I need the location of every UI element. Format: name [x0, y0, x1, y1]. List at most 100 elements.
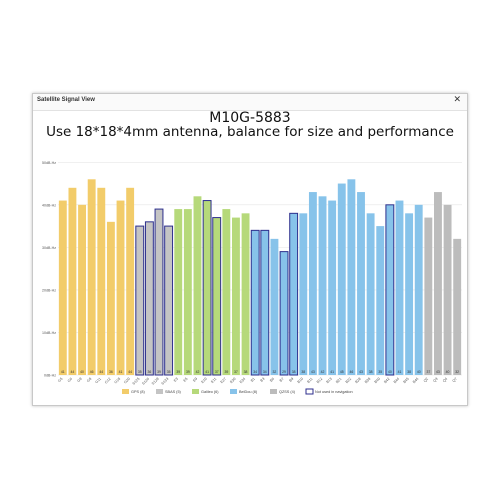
bar-S126 [144, 221, 154, 376]
x-tick-label: G6 [67, 377, 73, 383]
bar-value-label: 34 [263, 370, 267, 374]
legend-swatch [270, 389, 277, 394]
x-tick-label: G5 [57, 377, 63, 383]
x-tick-label: G12 [104, 377, 112, 385]
bar-E5 [183, 209, 192, 375]
bar-value-label: 43 [436, 370, 440, 374]
x-tick-label: B40 [374, 377, 381, 384]
x-tick-label: B13 [325, 377, 332, 384]
bar-value-label: 38 [292, 370, 296, 374]
bar-value-label: 41 [205, 370, 209, 374]
legend-swatch [305, 388, 314, 395]
bar-value-label: 41 [398, 370, 402, 374]
bar-B46 [414, 204, 423, 375]
bar-value-label: 39 [224, 370, 228, 374]
bar-G9 [78, 204, 86, 375]
bar-Q7 [453, 238, 462, 375]
bar-B45 [405, 213, 414, 375]
bar-value-label: 36 [109, 370, 113, 374]
bar-value-label: 38 [407, 370, 411, 374]
bar-G18 [116, 200, 125, 375]
bar-value-label: 40 [446, 370, 450, 374]
x-tick-label: G20 [123, 377, 131, 385]
bar-S133 [164, 225, 174, 376]
bar-value-label: 35 [378, 370, 382, 374]
bar-E30 [232, 217, 240, 375]
bar-value-label: 43 [311, 370, 315, 374]
bar-G20 [126, 187, 135, 375]
bar-B38 [366, 213, 375, 375]
x-tick-label: Q2 [423, 377, 429, 383]
bar-value-label: 41 [330, 370, 334, 374]
x-tick-label: Q3 [432, 377, 438, 383]
close-icon[interactable]: ✕ [453, 95, 461, 105]
x-tick-label: B6 [269, 377, 275, 383]
bar-value-label: 39 [176, 370, 180, 374]
bar-B40 [376, 226, 385, 375]
bar-value-label: 46 [349, 370, 353, 374]
bar-B10 [299, 213, 308, 375]
x-tick-label: G9 [77, 377, 83, 383]
legend-swatch [122, 389, 129, 394]
bar-value-label: 35 [167, 370, 171, 374]
bar-value-label: 42 [321, 370, 325, 374]
x-tick-label: E5 [183, 377, 189, 383]
y-tick-label: 0dB-Hz [44, 374, 56, 378]
bar-G5 [58, 200, 67, 375]
bar-value-label: 44 [99, 370, 103, 374]
bar-value-label: 45 [340, 370, 344, 374]
x-tick-label: B42 [383, 377, 390, 384]
legend-label: SBAS (5) [165, 390, 182, 394]
x-tick-label: B21 [335, 377, 342, 384]
bar-B9 [289, 212, 299, 376]
x-tick-label: E30 [229, 377, 236, 384]
legend-label: GPS (8) [131, 390, 145, 394]
page-subtitle: Use 18*18*4mm antenna, balance for size … [46, 124, 454, 140]
bar-G11 [97, 187, 106, 375]
bar-value-label: 46 [90, 370, 94, 374]
bar-E34 [241, 213, 250, 375]
x-tick-label: B38 [364, 377, 371, 384]
bar-value-label: 38 [301, 370, 305, 374]
page-title: M10G-5883 [209, 110, 291, 126]
legend-swatch [230, 389, 237, 394]
x-tick-label: B9 [288, 377, 294, 383]
x-tick-label: B44 [393, 377, 400, 384]
bar-value-label: 44 [71, 370, 75, 374]
bar-value-label: 37 [426, 370, 430, 374]
bar-B13 [328, 200, 337, 375]
bar-value-label: 38 [369, 370, 373, 374]
bar-B22 [347, 179, 356, 375]
bar-G8 [87, 179, 96, 375]
x-tick-label: B10 [297, 377, 304, 384]
bar-value-label: 29 [282, 370, 286, 374]
bar-S129 [154, 208, 164, 376]
bar-B11 [308, 192, 317, 375]
legend-label: QZSS (4) [279, 390, 296, 394]
x-tick-label: S126 [141, 377, 150, 386]
signal-bar-chart: 0dB-Hz 10dB-Hz 20dB-Hz 30dB-Hz 40dB-Hz 50dB-H… [42, 161, 462, 395]
x-tick-label: E27 [220, 377, 227, 384]
bar-value-label: 43 [359, 370, 363, 374]
bar-value-label: 40 [80, 370, 84, 374]
x-tick-label: B46 [412, 377, 419, 384]
bar-E10 [202, 200, 212, 376]
bar-value-label: 32 [273, 370, 277, 374]
y-tick-label: 50dB-Hz [42, 161, 56, 165]
bar-B21 [337, 183, 346, 375]
legend-label: Not used in navigation [315, 390, 353, 394]
bar-value-label: 42 [196, 370, 200, 374]
bar-B7 [279, 251, 289, 376]
legend-swatch [192, 389, 199, 394]
bar-value-label: 38 [244, 370, 248, 374]
bar-value-label: 39 [186, 370, 190, 374]
bar-G6 [68, 187, 77, 375]
x-tick-label: B7 [279, 377, 285, 383]
bar-value-label: 37 [234, 370, 238, 374]
x-tick-label: B1 [250, 377, 256, 383]
x-tick-label: B11 [306, 377, 313, 384]
bar-value-label: 32 [455, 370, 459, 374]
x-tick-label: B22 [345, 377, 352, 384]
legend-label: BeiDou (8) [239, 390, 258, 394]
bar-value-label: 41 [119, 370, 123, 374]
